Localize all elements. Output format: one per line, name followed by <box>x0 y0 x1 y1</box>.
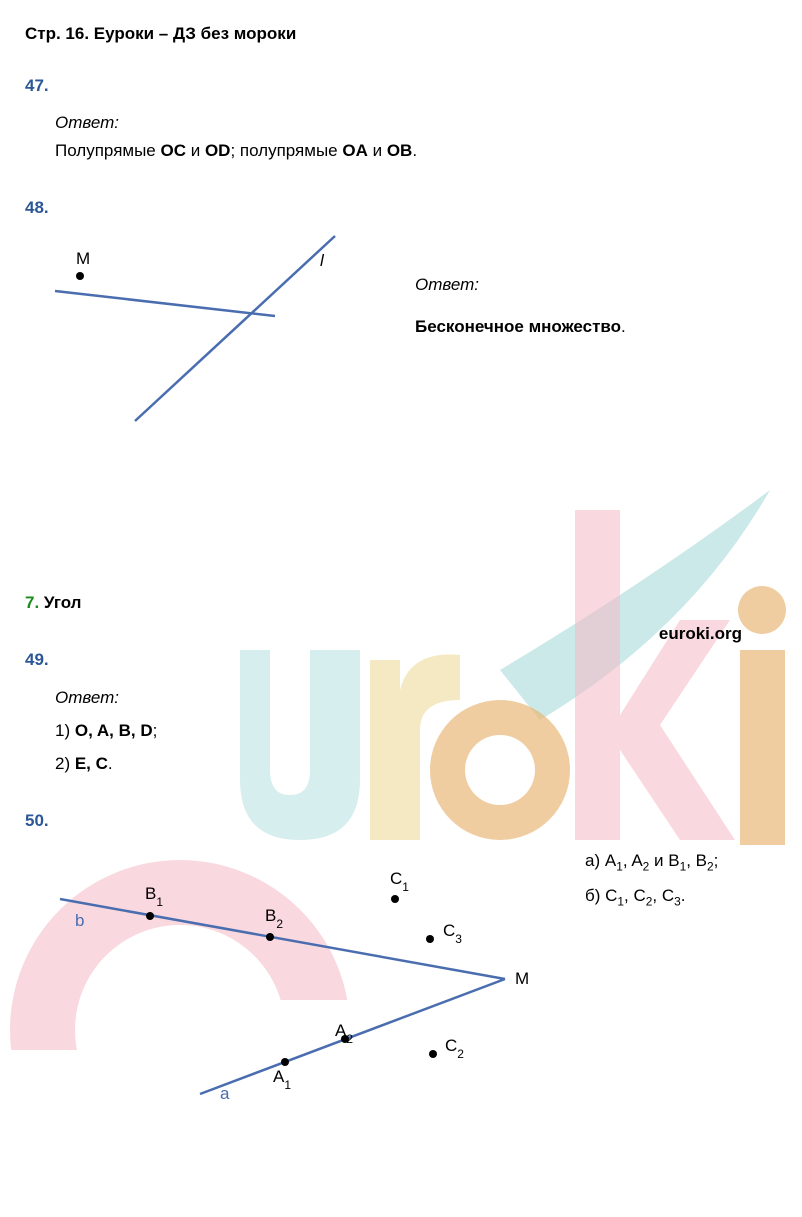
b: O, A, B, D <box>75 721 153 740</box>
svg-text:C3: C3 <box>443 921 462 946</box>
problem-50-figure: MbaB1B2A1A2C1C3C2 <box>35 844 555 1112</box>
t: . <box>621 317 626 336</box>
s: 1 <box>616 860 623 874</box>
svg-text:b: b <box>75 911 84 930</box>
problem-48-answer-label: Ответ: <box>415 271 626 298</box>
t: и <box>186 141 205 160</box>
svg-text:C1: C1 <box>390 869 409 894</box>
svg-text:C2: C2 <box>445 1036 464 1061</box>
b: OA <box>342 141 368 160</box>
svg-text:M: M <box>515 969 529 988</box>
svg-text:M: M <box>76 249 90 268</box>
t: и <box>368 141 387 160</box>
problem-50-answer-b: б) C1, C2, C3. <box>585 879 718 914</box>
page-title: Стр. 16. Еуроки – ДЗ без мороки <box>25 20 777 47</box>
watermark-url: euroki.org <box>659 620 742 647</box>
problem-49-number: 49. <box>25 646 777 673</box>
problem-48-number: 48. <box>25 194 777 221</box>
t: . <box>412 141 417 160</box>
b: OD <box>205 141 231 160</box>
svg-text:A1: A1 <box>273 1067 291 1092</box>
problem-49-line1: 1) O, A, B, D; <box>55 717 777 744</box>
t: , C <box>652 886 674 905</box>
t: Полупрямые <box>55 141 160 160</box>
t: и B <box>649 851 679 870</box>
t: . <box>681 886 686 905</box>
t: Бесконечное множество <box>415 317 621 336</box>
s: 2 <box>707 860 714 874</box>
problem-49-line2: 2) E, C. <box>55 750 777 777</box>
section-name: Угол <box>39 593 81 612</box>
problem-48-figure: Ml <box>45 231 375 439</box>
svg-text:a: a <box>220 1084 230 1103</box>
t: ; полупрямые <box>230 141 342 160</box>
t: . <box>108 754 113 773</box>
section-num: 7. <box>25 593 39 612</box>
t: 1) <box>55 721 75 740</box>
t: б) C <box>585 886 617 905</box>
t: 2) <box>55 754 75 773</box>
problem-50-answer-a: а) A1, A2 и B1, B2; <box>585 844 718 879</box>
t: , A <box>623 851 643 870</box>
section-7-title: 7. Угол <box>25 589 777 616</box>
b: E, C <box>75 754 108 773</box>
b: OC <box>160 141 186 160</box>
t: , B <box>686 851 707 870</box>
svg-text:B1: B1 <box>145 884 163 909</box>
problem-47-answer-text: Полупрямые OC и OD; полупрямые OA и OB. <box>55 137 777 164</box>
problem-50-number: 50. <box>25 807 777 834</box>
problem-47-number: 47. <box>25 72 777 99</box>
problem-48-answer-text: Бесконечное множество. <box>415 313 626 340</box>
problem-47-answer-label: Ответ: <box>55 109 777 136</box>
svg-text:B2: B2 <box>265 906 283 931</box>
s: 3 <box>674 895 681 909</box>
problem-49-answer-label: Ответ: <box>55 684 777 711</box>
t: а) A <box>585 851 616 870</box>
t: , C <box>624 886 646 905</box>
t: ; <box>714 851 719 870</box>
b: OB <box>387 141 413 160</box>
svg-text:l: l <box>320 251 325 270</box>
t: ; <box>153 721 158 740</box>
